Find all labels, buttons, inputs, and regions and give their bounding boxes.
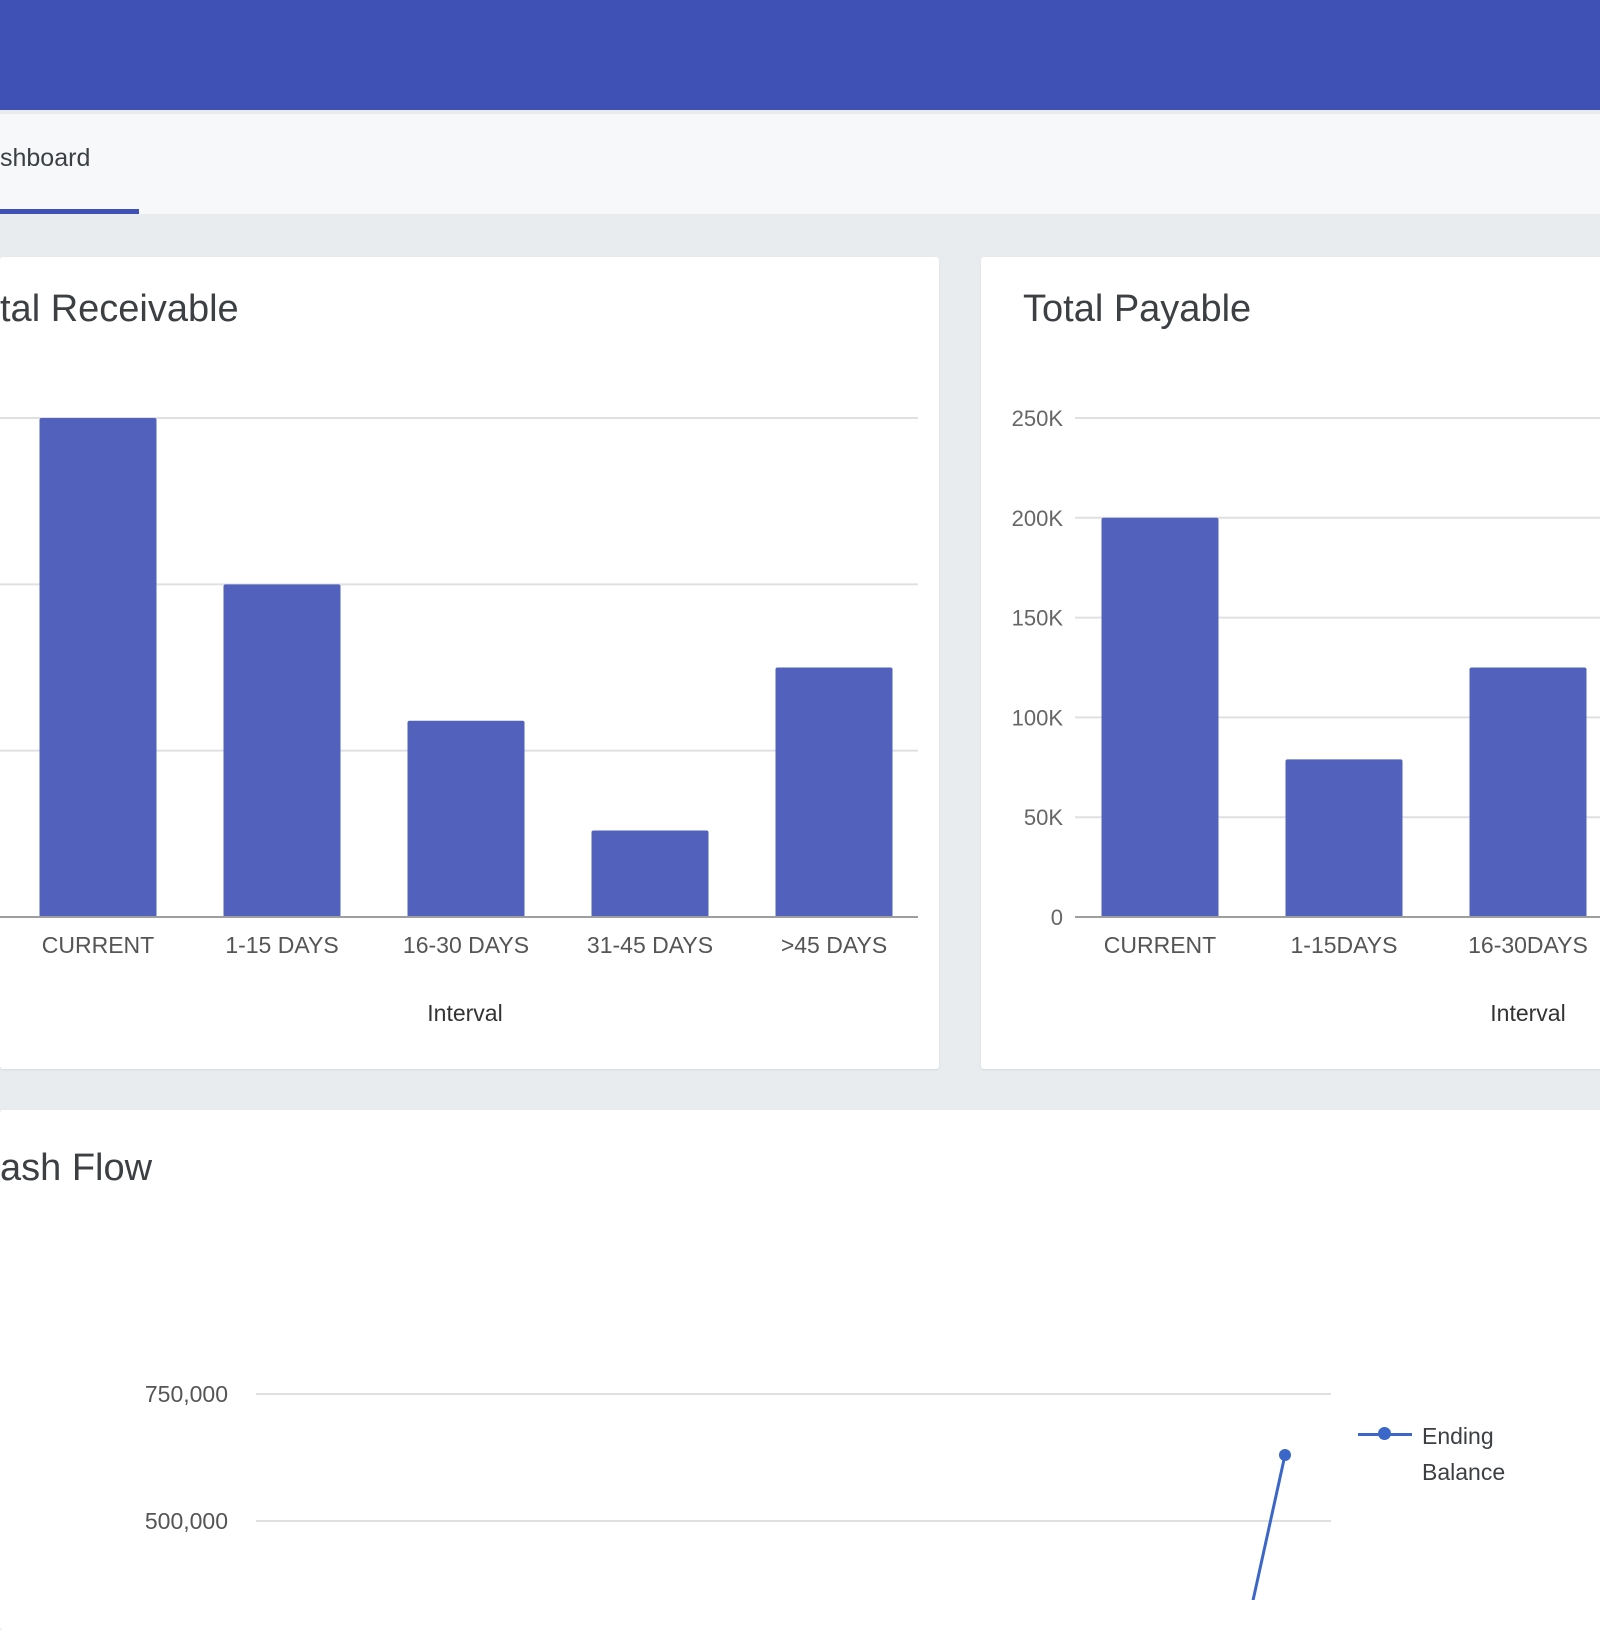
legend-label-ending-balance: Ending Balance: [1422, 1423, 1506, 1485]
cashflow-card: ash Flow: [0, 1110, 1600, 1630]
receivable-card-title: tal Receivable: [0, 288, 239, 330]
legend-marker-icon: [1378, 1427, 1391, 1440]
active-tab-indicator: [0, 209, 139, 214]
tab-bar: shboard: [0, 114, 1600, 214]
receivable-card: tal Receivable: [0, 257, 939, 1069]
cashflow-card-title: ash Flow: [0, 1147, 153, 1189]
tab-dashboard-label: shboard: [0, 144, 91, 172]
payable-card: Total Payable: [981, 257, 1600, 1069]
app-header-bar: [0, 0, 1600, 110]
tab-dashboard[interactable]: shboard: [0, 114, 139, 214]
payable-card-title: Total Payable: [1023, 288, 1252, 330]
